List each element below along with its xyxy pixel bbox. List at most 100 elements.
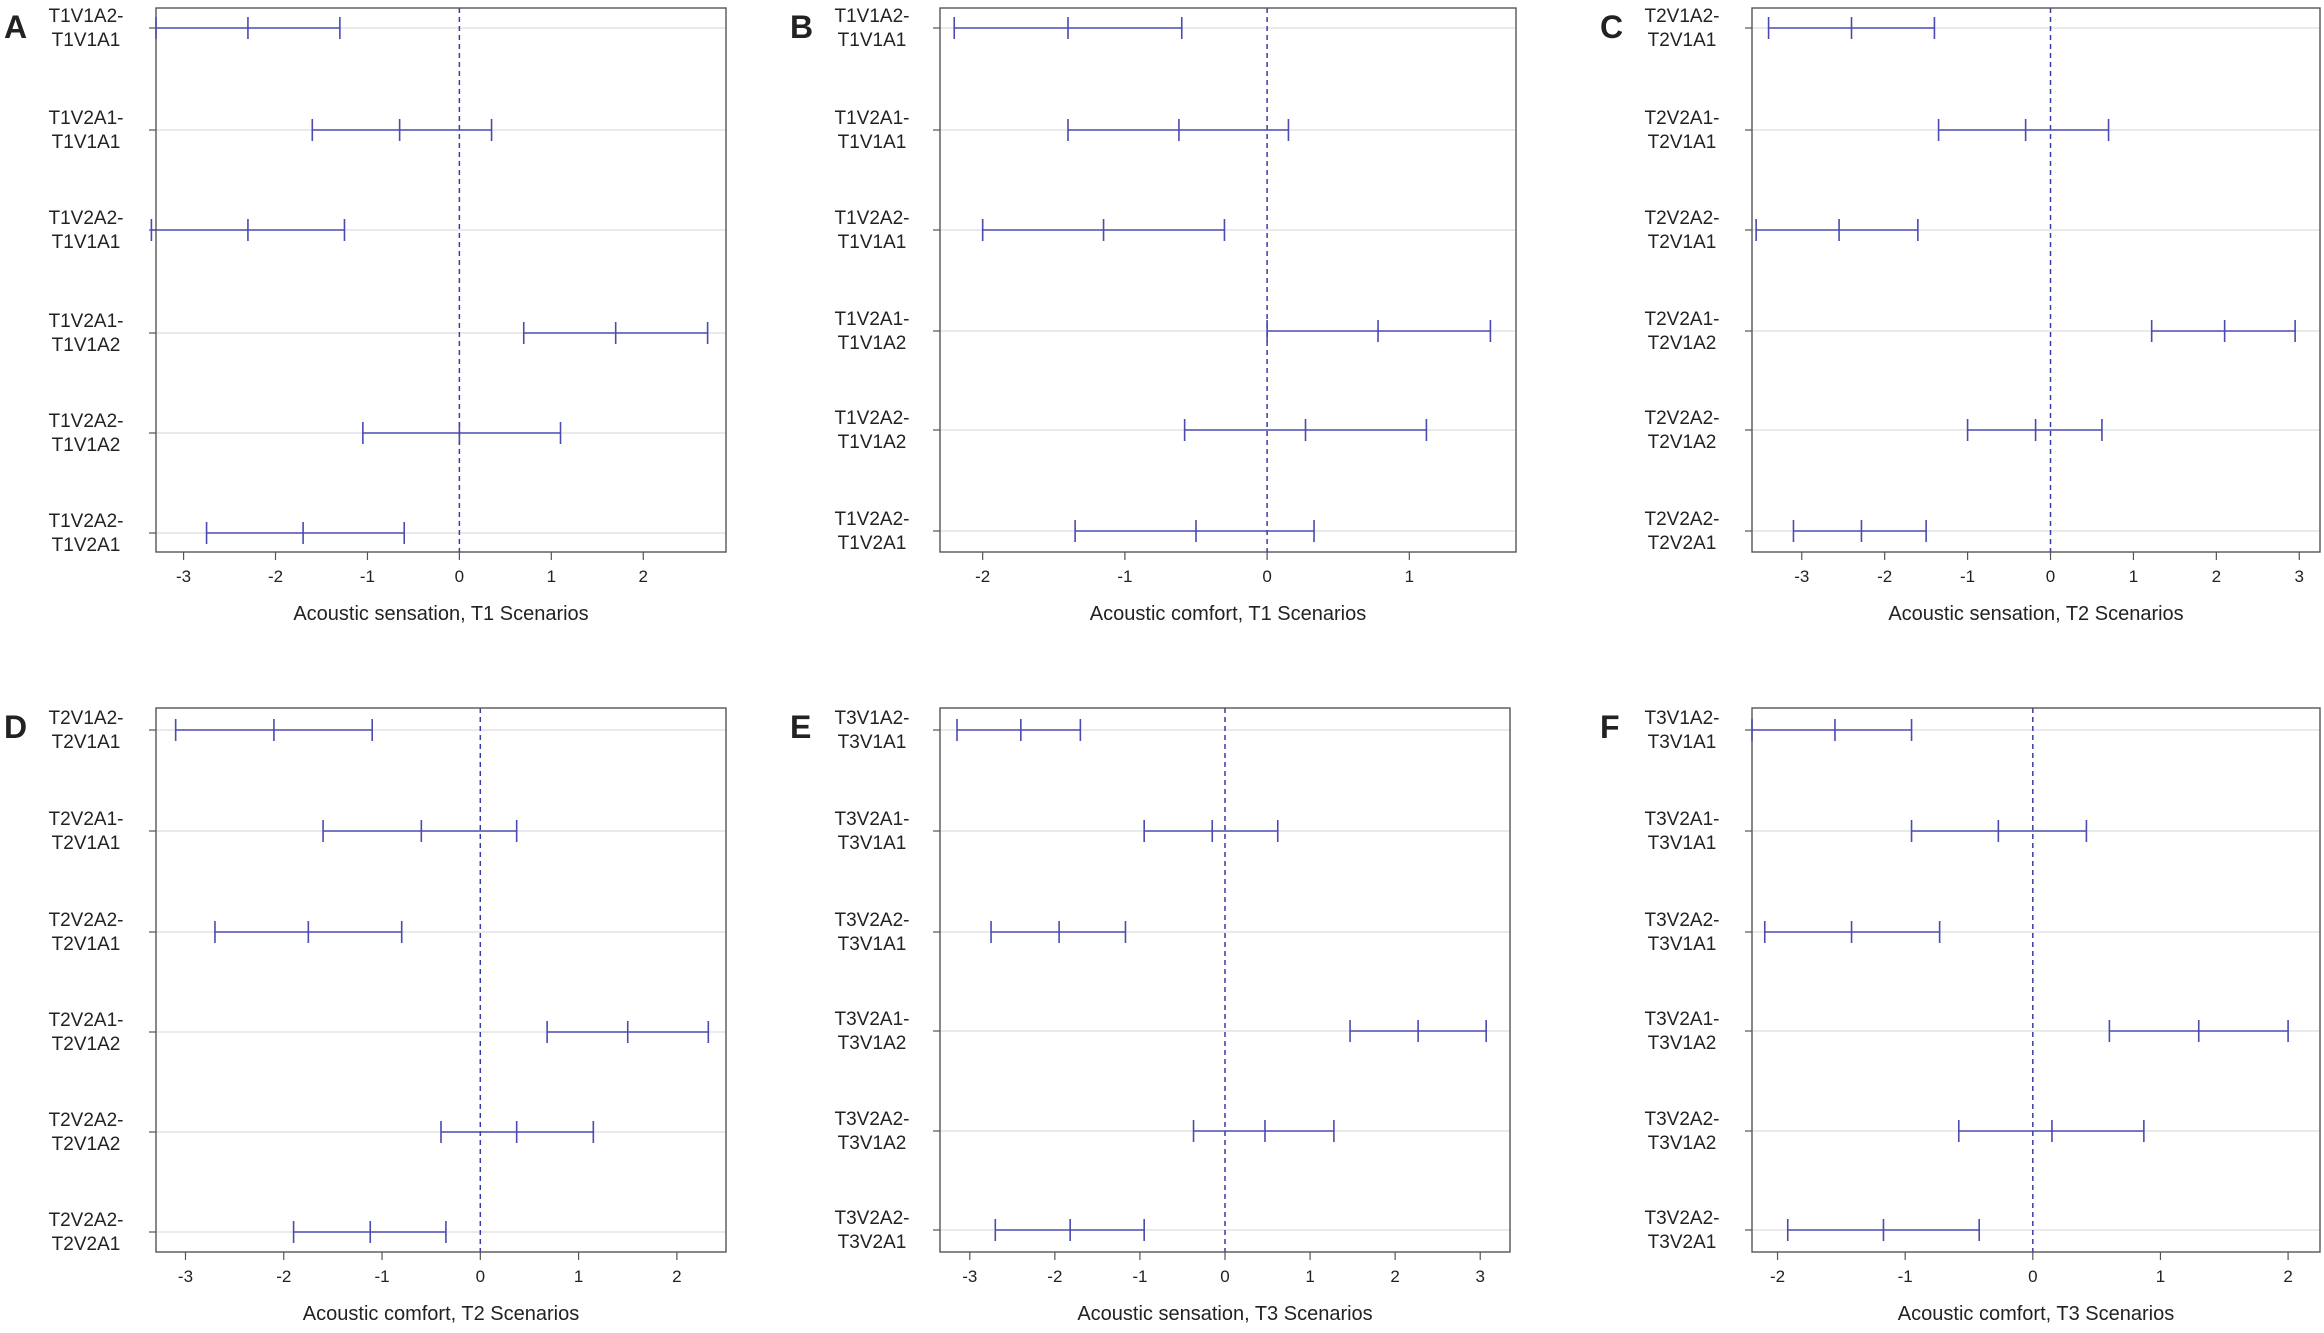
comparison-label-line2: T1V1A1 [838,30,907,51]
x-tick-label: -2 [1047,1267,1062,1286]
comparison-label-line2: T1V1A1 [838,232,907,253]
x-tick-label: -1 [374,1267,389,1286]
x-tick-label: -2 [1877,567,1892,586]
x-tick-label: -1 [1898,1267,1913,1286]
comparison-label-line2: T3V1A1 [838,732,907,753]
comparison-label-line2: T3V1A1 [1648,732,1717,753]
x-tick-label: -1 [1960,567,1975,586]
x-tick-label: -2 [1770,1267,1785,1286]
x-tick-label: -3 [962,1267,977,1286]
comparison-label-line1: T2V1A2- [1645,6,1720,27]
comparison-label-line2: T2V1A1 [52,934,121,955]
panel-letter: B [790,9,813,45]
comparison-label-line2: T3V2A1 [1648,1232,1717,1253]
comparison-label-line1: T2V2A1- [49,809,124,830]
comparison-label-line2: T3V2A1 [838,1232,907,1253]
comparison-label-line1: T2V2A1- [1645,108,1720,129]
panel-a: A T1V1A2- T1V1A1 T1V2A1- T1V1A1 T1V2A2- T1V1A1… [4,6,727,625]
x-tick-label: 1 [2129,567,2138,586]
x-tick-label: 2 [2212,567,2221,586]
panel-c: C T2V1A2- T2V1A1 T2V2A1- T2V1A1 T2V2A2- T2V1A1… [1600,6,2321,625]
comparison-label-line2: T3V1A1 [838,934,907,955]
comparison-label-line1: T1V2A2- [49,511,124,532]
comparison-label-line1: T2V1A2- [49,708,124,729]
comparison-label-line1: T1V2A1- [835,108,910,129]
x-tick-label: 2 [639,567,648,586]
comparison-label-line2: T2V1A2 [52,1134,121,1155]
comparison-label-line1: T3V2A2- [835,1208,910,1229]
x-tick-label: 1 [1305,1267,1314,1286]
panel-e: E T3V1A2- T3V1A1 T3V2A1- T3V1A1 T3V2A2- T3V1A1… [790,707,1511,1325]
panel-letter: E [790,709,811,745]
comparison-label-line2: T3V1A2 [838,1033,907,1054]
x-axis-title: Acoustic sensation, T1 Scenarios [293,603,588,625]
comparison-label-line1: T3V1A2- [1645,708,1720,729]
comparison-label-line2: T1V1A1 [838,132,907,153]
comparison-label-line1: T1V2A2- [835,408,910,429]
x-tick-label: 3 [1475,1267,1484,1286]
x-tick-label: 2 [672,1267,681,1286]
comparison-label-line1: T1V2A1- [835,309,910,330]
comparison-label-line1: T2V2A2- [1645,208,1720,229]
comparison-label-line2: T3V1A1 [1648,934,1717,955]
panel-d: D T2V1A2- T2V1A1 T2V2A1- T2V1A1 T2V2A2- T2V1A1… [4,707,727,1325]
x-tick-label: 0 [476,1267,485,1286]
comparison-label-line2: T2V1A1 [1648,30,1717,51]
comparison-label-line2: T2V1A1 [52,732,121,753]
comparison-label-line1: T1V1A2- [49,6,124,27]
comparison-label-line1: T1V2A2- [835,509,910,530]
comparison-label-line2: T3V1A2 [1648,1133,1717,1154]
comparison-label-line2: T2V1A1 [1648,132,1717,153]
x-tick-label: 0 [455,567,464,586]
comparison-label-line2: T3V1A1 [838,833,907,854]
plot-frame [155,7,727,553]
x-tick-label: 0 [1220,1267,1229,1286]
comparison-label-line2: T3V1A2 [1648,1033,1717,1054]
comparison-label-line1: T3V2A2- [1645,1208,1720,1229]
plot-frame [939,7,1517,553]
x-tick-label: 1 [1405,567,1414,586]
x-tick-label: -3 [176,567,191,586]
x-tick-label: -1 [1132,1267,1147,1286]
comparison-label-line2: T2V1A1 [52,833,121,854]
x-tick-label: 3 [2295,567,2304,586]
x-tick-label: 1 [547,567,556,586]
x-tick-label: 0 [1262,567,1271,586]
x-tick-label: 0 [2046,567,2055,586]
comparison-label-line1: T1V2A2- [49,208,124,229]
x-tick-label: 2 [2283,1267,2292,1286]
comparison-label-line1: T3V2A2- [1645,1109,1720,1130]
plot-frame [1751,7,2321,553]
comparison-label-line2: T1V1A1 [52,232,121,253]
panel-letter: A [4,9,27,45]
comparison-label-line1: T3V2A2- [1645,910,1720,931]
x-tick-label: -3 [1794,567,1809,586]
plot-frame [155,707,727,1253]
comparison-label-line1: T2V2A2- [49,910,124,931]
comparison-label-line1: T1V1A2- [835,6,910,27]
x-axis-title: Acoustic sensation, T2 Scenarios [1888,603,2183,625]
comparison-label-line1: T1V2A2- [49,411,124,432]
x-tick-label: -2 [276,1267,291,1286]
comparison-label-line2: T1V1A1 [52,132,121,153]
comparison-label-line1: T2V2A1- [1645,309,1720,330]
comparison-label-line2: T1V1A1 [52,30,121,51]
x-axis-title: Acoustic comfort, T3 Scenarios [1898,1303,2174,1325]
comparison-label-line1: T1V2A1- [49,311,124,332]
comparison-label-line1: T2V2A2- [49,1110,124,1131]
x-tick-label: 1 [2156,1267,2165,1286]
comparison-label-line1: T3V2A2- [835,910,910,931]
comparison-label-line1: T2V2A2- [1645,509,1720,530]
comparison-label-line2: T2V1A2 [52,1034,121,1055]
comparison-label-line2: T1V1A2 [52,435,121,456]
comparison-label-line1: T3V2A1- [835,809,910,830]
comparison-label-line2: T2V1A2 [1648,333,1717,354]
panel-letter: F [1600,709,1620,745]
panel-letter: C [1600,9,1623,45]
panel-letter: D [4,709,27,745]
comparison-label-line2: T1V1A2 [838,333,907,354]
comparison-label-line1: T2V2A2- [49,1210,124,1231]
comparison-label-line1: T3V2A1- [1645,809,1720,830]
comparison-label-line2: T1V1A2 [52,335,121,356]
comparison-label-line2: T1V1A2 [838,432,907,453]
